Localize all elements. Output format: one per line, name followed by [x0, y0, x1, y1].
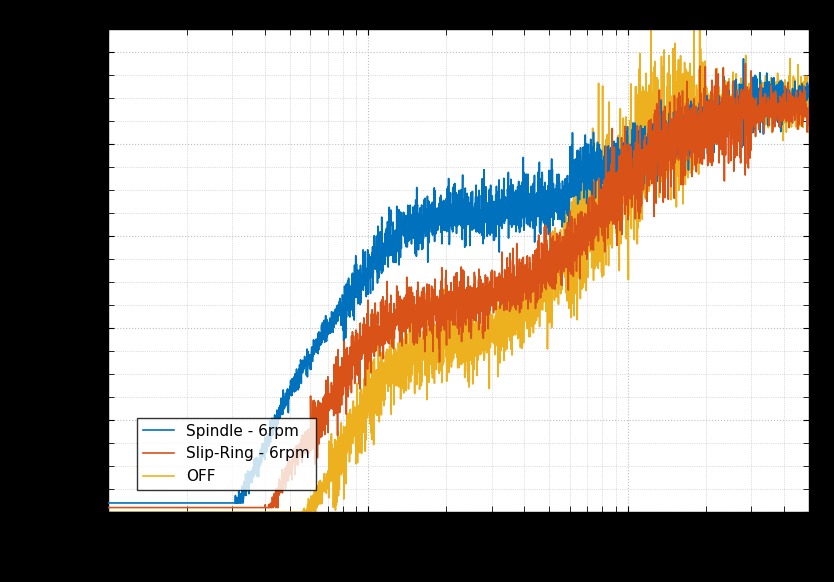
- Slip-Ring - 6rpm: [748, 123, 758, 130]
- Spindle - 6rpm: [436, 200, 446, 207]
- OFF: [436, 366, 446, 373]
- OFF: [103, 509, 113, 516]
- Slip-Ring - 6rpm: [103, 504, 113, 511]
- OFF: [782, 90, 792, 97]
- Slip-Ring - 6rpm: [612, 212, 622, 219]
- OFF: [612, 216, 622, 223]
- Spindle - 6rpm: [782, 98, 792, 105]
- Spindle - 6rpm: [103, 499, 113, 506]
- Slip-Ring - 6rpm: [782, 106, 792, 113]
- Line: Spindle - 6rpm: Spindle - 6rpm: [108, 59, 809, 503]
- Line: OFF: OFF: [108, 29, 809, 512]
- OFF: [404, 347, 414, 354]
- Legend: Spindle - 6rpm, Slip-Ring - 6rpm, OFF: Spindle - 6rpm, Slip-Ring - 6rpm, OFF: [137, 417, 316, 490]
- Line: Slip-Ring - 6rpm: Slip-Ring - 6rpm: [108, 63, 809, 508]
- OFF: [689, 26, 699, 33]
- OFF: [804, 84, 814, 91]
- Slip-Ring - 6rpm: [804, 104, 814, 111]
- Spindle - 6rpm: [748, 129, 758, 136]
- OFF: [398, 384, 408, 391]
- Spindle - 6rpm: [398, 224, 408, 231]
- OFF: [748, 87, 758, 94]
- Slip-Ring - 6rpm: [436, 278, 446, 285]
- Slip-Ring - 6rpm: [741, 60, 751, 67]
- Spindle - 6rpm: [612, 151, 622, 158]
- Spindle - 6rpm: [738, 55, 748, 62]
- Spindle - 6rpm: [804, 92, 814, 99]
- Slip-Ring - 6rpm: [404, 322, 414, 329]
- Slip-Ring - 6rpm: [398, 328, 408, 335]
- Spindle - 6rpm: [404, 221, 414, 228]
